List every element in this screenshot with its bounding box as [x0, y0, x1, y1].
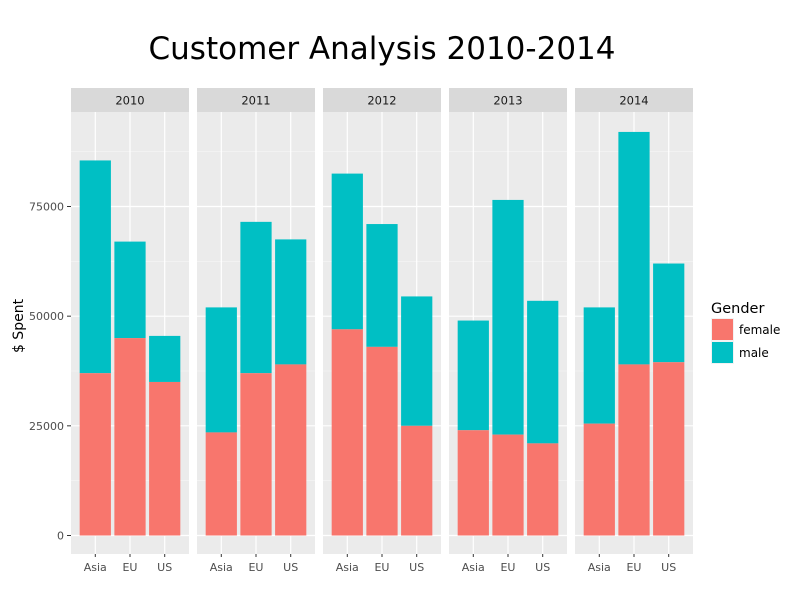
facet-strip [71, 88, 189, 112]
y-axis: 0 25000 50000 75000 [29, 201, 71, 543]
y-tick-label: 75000 [29, 201, 64, 214]
bar-female-asia-2012 [331, 329, 363, 536]
x-tick-label: Asia [84, 561, 107, 574]
x-tick-label: US [409, 561, 424, 574]
bar-male-asia-2012 [331, 173, 363, 330]
x-tick-label: EU [122, 561, 137, 574]
bar-male-eu-2012 [366, 224, 398, 347]
bar-male-us-2013 [527, 300, 559, 444]
facet-strip-label: 2014 [619, 94, 648, 108]
bar-male-us-2010 [149, 335, 181, 382]
x-tick-label: Asia [462, 561, 485, 574]
bar-male-asia-2010 [79, 160, 111, 374]
facet-strip-label: 2010 [115, 94, 144, 108]
bar-male-eu-2011 [240, 221, 272, 374]
x-tick-label: US [661, 561, 676, 574]
bar-female-eu-2010 [114, 338, 146, 536]
legend-label-female: female [739, 323, 780, 337]
y-axis-title: $ Spent [11, 298, 27, 353]
x-tick-label: Asia [210, 561, 233, 574]
x-tick-label: EU [248, 561, 263, 574]
legend-label-male: male [739, 346, 769, 360]
bar-female-us-2013 [527, 443, 559, 536]
bar-female-us-2012 [401, 425, 433, 536]
facet-strip-label: 2012 [367, 94, 396, 108]
facet-panel-2014: 2014 Asia EU US [575, 88, 693, 574]
bar-female-asia-2014 [583, 423, 615, 536]
facet-strip [323, 88, 441, 112]
bar-female-us-2011 [275, 364, 307, 536]
bar-female-asia-2013 [457, 430, 489, 536]
legend-title: Gender [711, 301, 764, 317]
bar-female-eu-2014 [618, 364, 650, 536]
bar-male-asia-2013 [457, 320, 489, 431]
facet-panel-2010: 2010 Asia EU US [71, 88, 189, 574]
bar-female-eu-2011 [240, 373, 272, 536]
y-tick-label: 50000 [29, 310, 64, 323]
bar-male-asia-2011 [205, 307, 237, 433]
y-tick-label: 0 [57, 530, 64, 543]
x-tick-label: EU [500, 561, 515, 574]
legend-swatch-male [712, 342, 733, 363]
facet-strip [197, 88, 315, 112]
legend-swatch-female [712, 319, 733, 340]
x-tick-label: EU [374, 561, 389, 574]
facet-panel-2012: 2012 Asia EU US [323, 88, 441, 574]
bar-female-us-2010 [149, 381, 181, 536]
chart-title: Customer Analysis 2010-2014 [149, 31, 616, 67]
x-tick-label: US [157, 561, 172, 574]
facet-panel-2011: 2011 Asia EU US [197, 88, 315, 574]
facet-strip-label: 2013 [493, 94, 522, 108]
bar-male-eu-2013 [492, 199, 524, 435]
legend: Gender female male [711, 301, 780, 364]
bar-female-us-2014 [653, 362, 685, 536]
facet-strip [449, 88, 567, 112]
x-tick-label: US [535, 561, 550, 574]
bar-female-eu-2012 [366, 346, 398, 536]
bar-male-eu-2010 [114, 241, 146, 339]
x-tick-label: EU [626, 561, 641, 574]
bar-female-asia-2011 [205, 432, 237, 536]
bar-male-us-2014 [653, 263, 685, 363]
bar-male-asia-2014 [583, 307, 615, 424]
facet-strip-label: 2011 [241, 94, 270, 108]
facet-strip [575, 88, 693, 112]
x-tick-label: US [283, 561, 298, 574]
bar-male-us-2012 [401, 296, 433, 426]
bar-male-us-2011 [275, 239, 307, 365]
y-tick-label: 25000 [29, 420, 64, 433]
bar-female-eu-2013 [492, 434, 524, 536]
bar-female-asia-2010 [79, 373, 111, 536]
bar-male-eu-2014 [618, 131, 650, 365]
x-tick-label: Asia [588, 561, 611, 574]
facet-panel-2013: 2013 Asia EU US [449, 88, 567, 574]
x-tick-label: Asia [336, 561, 359, 574]
